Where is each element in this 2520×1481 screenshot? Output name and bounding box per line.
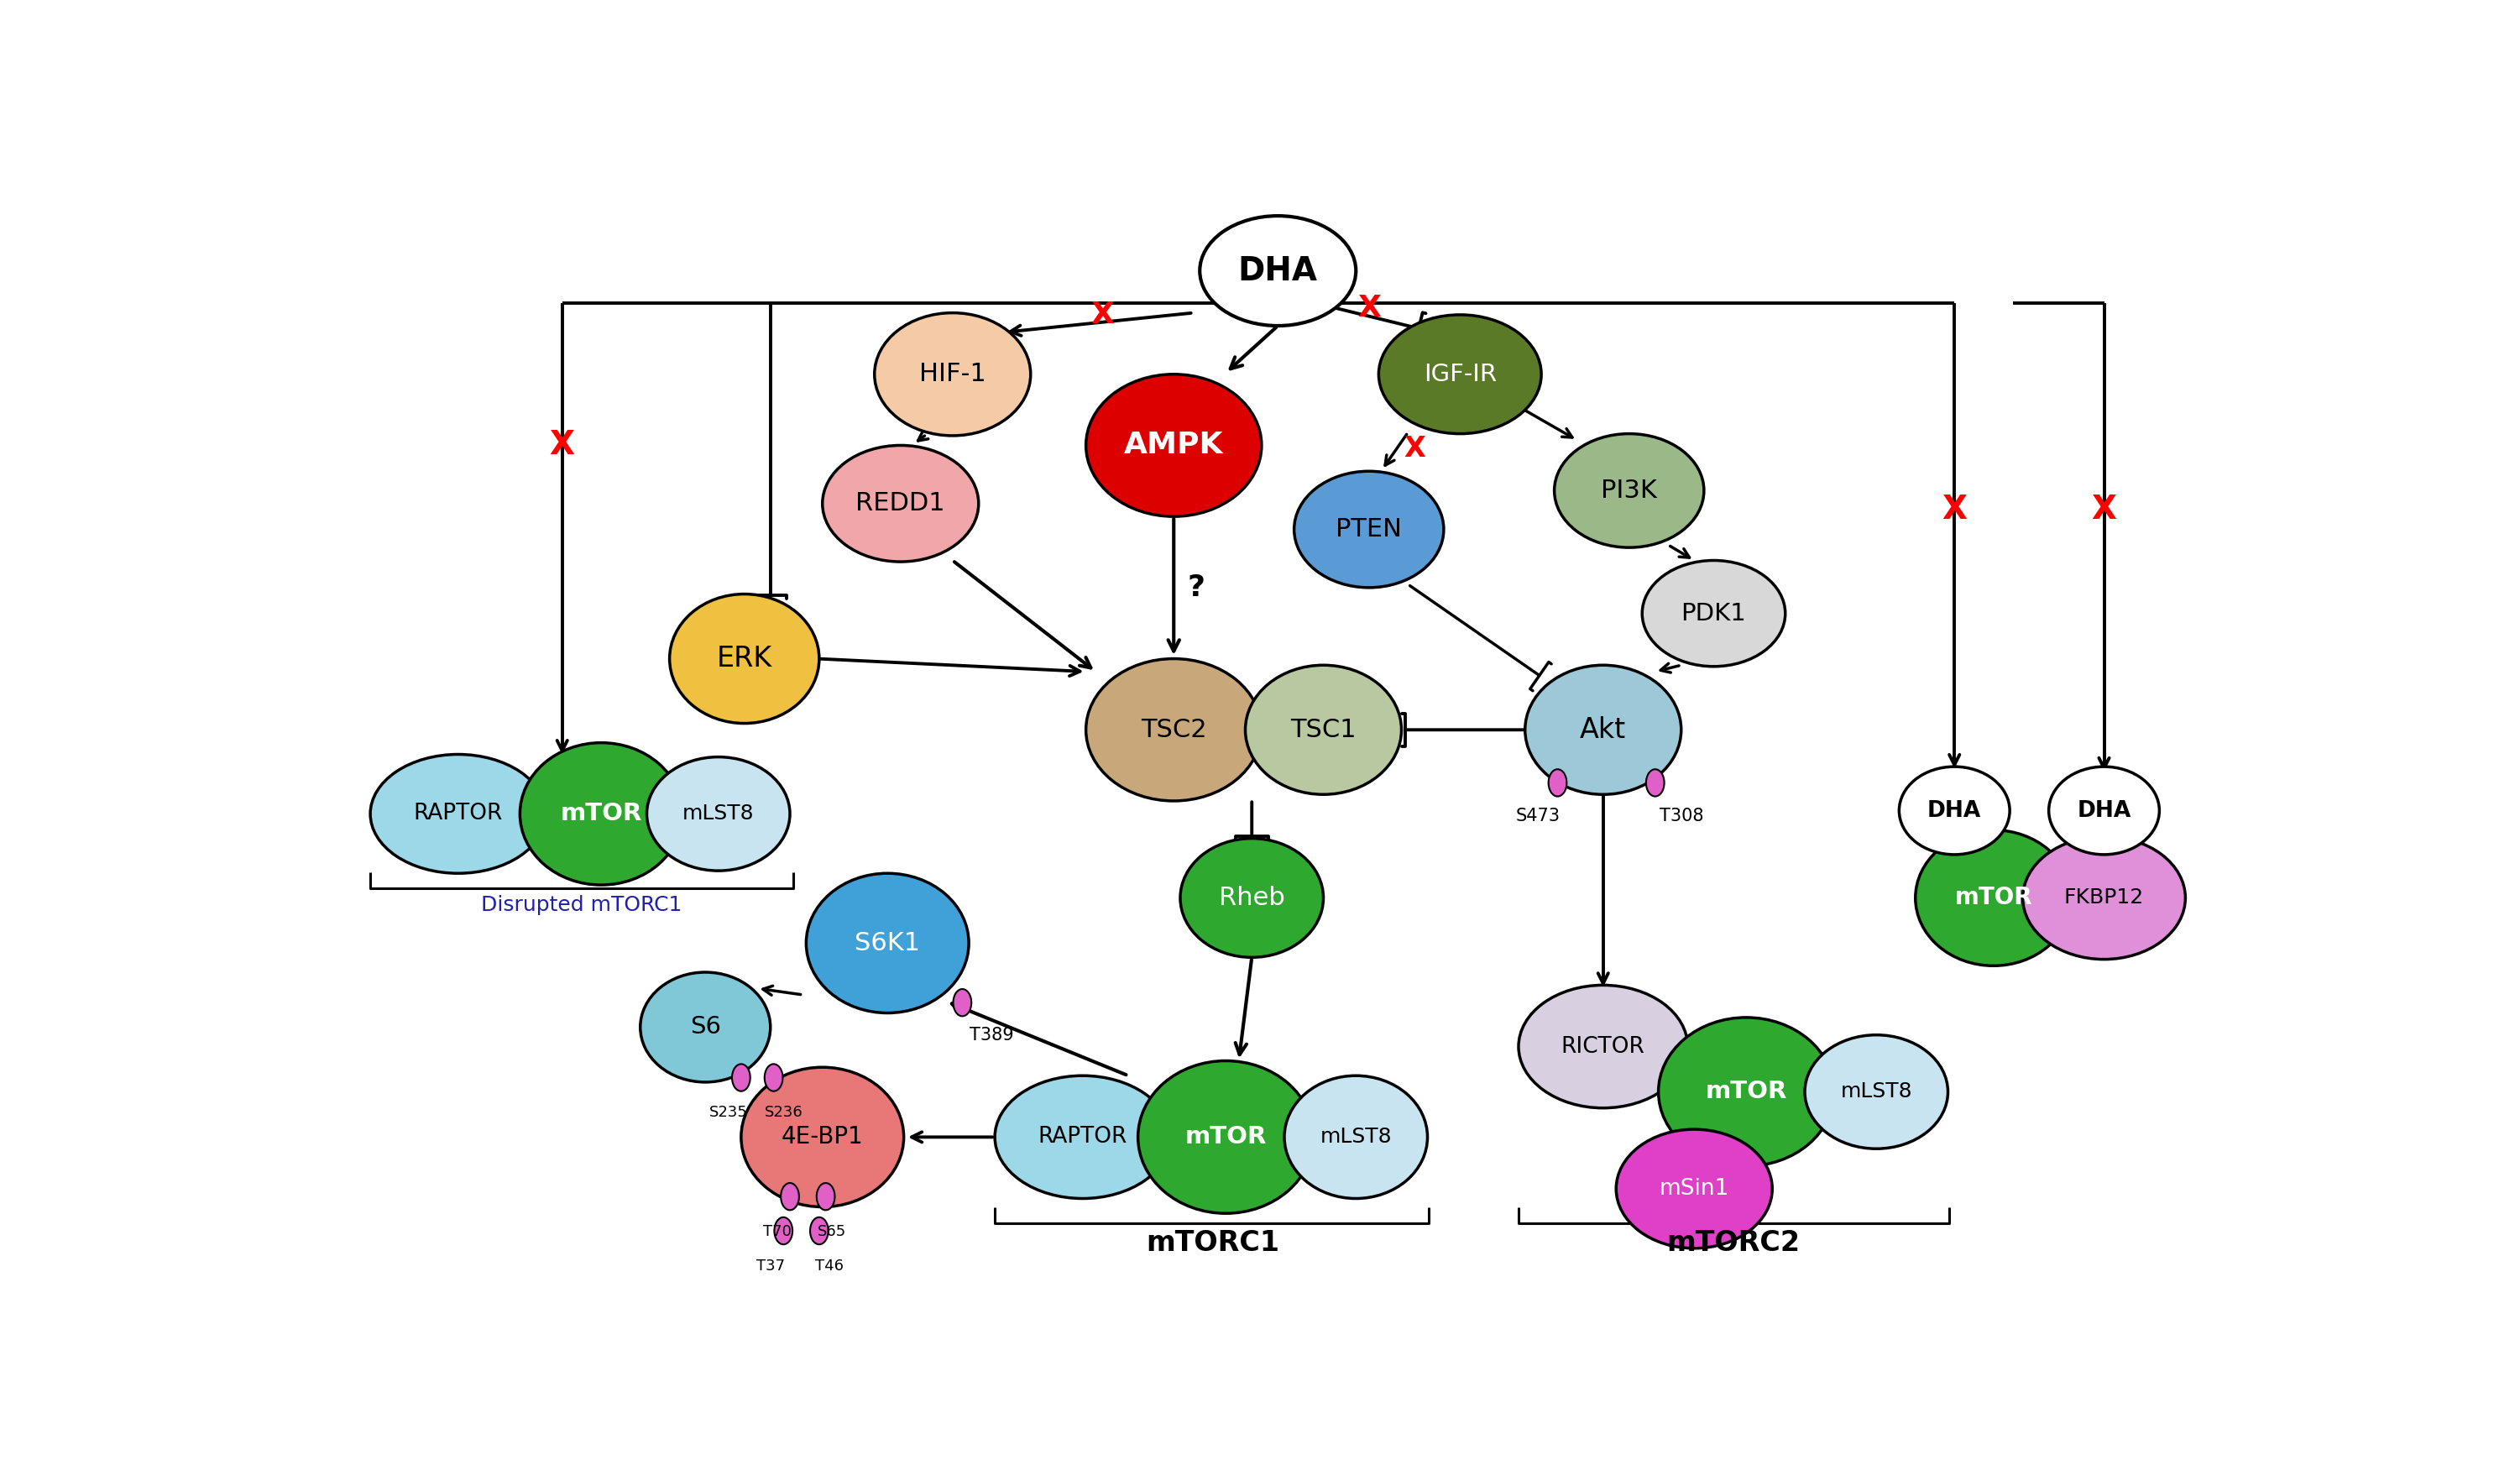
Text: FKBP12: FKBP12 xyxy=(2064,887,2145,908)
Text: T70: T70 xyxy=(764,1225,791,1240)
Ellipse shape xyxy=(2049,767,2160,855)
Text: TSC1: TSC1 xyxy=(1290,718,1356,742)
Text: mLST8: mLST8 xyxy=(683,804,753,823)
Ellipse shape xyxy=(764,1063,784,1091)
Text: TSC2: TSC2 xyxy=(1142,718,1207,742)
Ellipse shape xyxy=(1900,767,2011,855)
Ellipse shape xyxy=(731,1063,751,1091)
Ellipse shape xyxy=(670,594,819,723)
Text: RAPTOR: RAPTOR xyxy=(413,803,504,825)
Text: DHA: DHA xyxy=(1928,800,1981,822)
Text: RAPTOR: RAPTOR xyxy=(1038,1126,1126,1148)
Ellipse shape xyxy=(1615,1130,1772,1248)
Text: RICTOR: RICTOR xyxy=(1562,1035,1646,1057)
Text: mTORC2: mTORC2 xyxy=(1666,1229,1799,1256)
Text: HIF-1: HIF-1 xyxy=(920,361,985,387)
Ellipse shape xyxy=(816,1183,834,1210)
Text: mTOR: mTOR xyxy=(1956,886,2031,909)
Ellipse shape xyxy=(1200,216,1356,326)
Text: S473: S473 xyxy=(1517,807,1560,823)
Ellipse shape xyxy=(781,1183,799,1210)
Ellipse shape xyxy=(774,1217,791,1244)
Ellipse shape xyxy=(1285,1075,1426,1198)
Ellipse shape xyxy=(806,874,968,1013)
Text: mTORC1: mTORC1 xyxy=(1147,1229,1280,1256)
Text: T308: T308 xyxy=(1658,807,1704,823)
Ellipse shape xyxy=(648,757,789,871)
Ellipse shape xyxy=(1378,315,1542,434)
Text: T46: T46 xyxy=(814,1259,844,1274)
Text: DHA: DHA xyxy=(2076,800,2132,822)
Text: mLST8: mLST8 xyxy=(1320,1127,1391,1148)
Ellipse shape xyxy=(1086,659,1263,801)
Text: PDK1: PDK1 xyxy=(1681,601,1746,625)
Ellipse shape xyxy=(640,972,771,1083)
Text: T37: T37 xyxy=(756,1259,784,1274)
Ellipse shape xyxy=(995,1075,1169,1198)
Ellipse shape xyxy=(1646,769,1663,797)
Text: Rheb: Rheb xyxy=(1220,886,1285,909)
Text: X: X xyxy=(1943,495,1968,526)
Text: X: X xyxy=(1404,435,1426,462)
Text: S6: S6 xyxy=(690,1016,721,1040)
Text: S236: S236 xyxy=(764,1105,801,1120)
Text: ERK: ERK xyxy=(716,644,771,672)
Text: mTOR: mTOR xyxy=(559,803,643,825)
Text: T389: T389 xyxy=(970,1028,1013,1044)
Text: PI3K: PI3K xyxy=(1600,478,1658,502)
Ellipse shape xyxy=(1643,560,1784,666)
Text: mTOR: mTOR xyxy=(1184,1126,1268,1149)
Text: X: X xyxy=(549,429,575,461)
Ellipse shape xyxy=(1658,1017,1835,1166)
Ellipse shape xyxy=(1086,375,1263,517)
Text: S6K1: S6K1 xyxy=(854,932,920,955)
Ellipse shape xyxy=(1245,665,1401,794)
Text: DHA: DHA xyxy=(1237,255,1318,287)
Text: S235: S235 xyxy=(708,1105,748,1120)
Text: X: X xyxy=(1091,301,1114,329)
Ellipse shape xyxy=(1915,829,2071,966)
Ellipse shape xyxy=(1295,471,1444,588)
Ellipse shape xyxy=(953,989,970,1016)
Text: S65: S65 xyxy=(819,1225,847,1240)
Text: IGF-IR: IGF-IR xyxy=(1424,363,1497,387)
Text: REDD1: REDD1 xyxy=(857,492,945,515)
Text: AMPK: AMPK xyxy=(1124,431,1225,459)
Text: Disrupted mTORC1: Disrupted mTORC1 xyxy=(481,895,683,915)
Ellipse shape xyxy=(741,1068,905,1207)
Text: mLST8: mLST8 xyxy=(1840,1081,1913,1102)
Ellipse shape xyxy=(1547,769,1567,797)
Ellipse shape xyxy=(1179,838,1323,957)
Text: 4E-BP1: 4E-BP1 xyxy=(781,1126,864,1149)
Text: PTEN: PTEN xyxy=(1336,517,1401,542)
Ellipse shape xyxy=(1520,985,1688,1108)
Ellipse shape xyxy=(822,446,978,561)
Ellipse shape xyxy=(370,754,547,874)
Text: mSin1: mSin1 xyxy=(1658,1177,1729,1200)
Ellipse shape xyxy=(2024,837,2185,960)
Ellipse shape xyxy=(1139,1060,1313,1213)
Text: ?: ? xyxy=(1187,573,1205,601)
Ellipse shape xyxy=(809,1217,829,1244)
Text: mTOR: mTOR xyxy=(1706,1080,1787,1103)
Ellipse shape xyxy=(874,312,1031,435)
Text: Akt: Akt xyxy=(1580,715,1625,743)
Text: X: X xyxy=(2092,495,2117,526)
Ellipse shape xyxy=(1804,1035,1948,1149)
Ellipse shape xyxy=(519,743,683,886)
Ellipse shape xyxy=(1555,434,1704,548)
Text: X: X xyxy=(1358,295,1381,323)
Ellipse shape xyxy=(1525,665,1681,794)
